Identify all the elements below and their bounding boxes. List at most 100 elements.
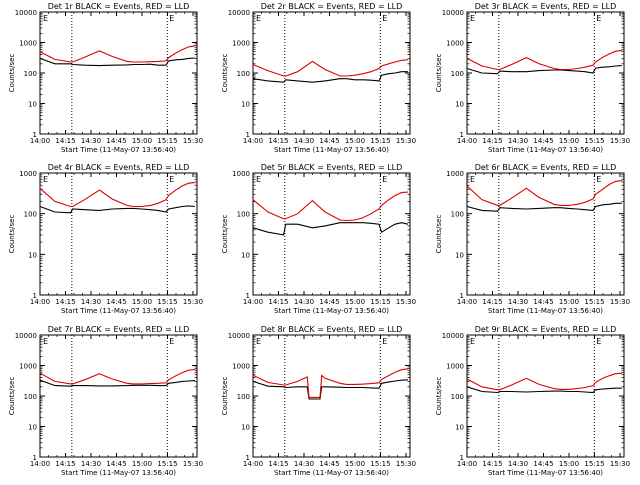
x-tick-label: 15:15 [157,460,177,468]
y-tick-label: 10 [28,424,37,432]
series-line-lld [39,182,195,208]
y-tick-label: 10 [241,101,250,109]
x-tick-label: 15:30 [396,460,416,468]
x-tick-label: 14:45 [533,460,553,468]
y-tick-label: 1000 [446,40,464,48]
plot-frame [466,334,625,458]
corner-marker-right: E [596,175,601,184]
corner-marker-left: E [256,175,261,184]
y-axis-label: Counts/sec [221,215,229,254]
x-tick-label: 14:00 [243,460,263,468]
x-tick-label: 14:15 [55,137,75,145]
y-tick-label: 1 [460,292,464,300]
y-tick-label: 100 [24,70,37,78]
series-line-events [466,386,622,394]
x-tick-label: 15:00 [345,137,365,145]
y-tick-label: 10 [455,251,464,259]
x-axis-label: Start Time (11-May-07 13:56:40) [488,146,603,154]
y-tick-label: 1000 [232,170,250,178]
x-axis-label: Start Time (11-May-07 13:56:40) [274,469,389,477]
x-tick-label: 15:15 [157,298,177,306]
x-tick-label: 15:30 [396,137,416,145]
x-axis-label: Start Time (11-May-07 13:56:40) [274,146,389,154]
x-tick-label: 15:00 [132,137,152,145]
chart-panel-8: Det 8r BLACK = Events, RED = LLD 1 10 100 10… [221,325,416,477]
y-tick-label: 10000 [228,332,250,340]
y-tick-label: 10000 [442,9,464,17]
y-tick-label: 10 [241,251,250,259]
y-tick-label: 1000 [19,170,37,178]
y-tick-label: 1 [33,292,37,300]
x-tick-label: 14:45 [319,298,339,306]
y-tick-label: 1000 [19,40,37,48]
x-tick-label: 14:00 [457,298,477,306]
chart-panel-6: Det 6r BLACK = Events, RED = LLD 1 10 100 10… [435,163,630,315]
x-axis-label: Start Time (11-May-07 13:56:40) [488,469,603,477]
x-tick-label: 15:00 [345,460,365,468]
y-tick-label: 1 [460,454,464,462]
y-tick-label: 100 [451,211,464,219]
y-tick-label: 1 [246,454,250,462]
x-tick-label: 14:30 [81,460,101,468]
x-tick-label: 14:15 [55,298,75,306]
x-axis-label: Start Time (11-May-07 13:56:40) [488,307,603,315]
series-line-lld [466,49,622,71]
x-tick-label: 14:30 [294,460,314,468]
chart-panel-3: Det 3r BLACK = Events, RED = LLD 1 10 100 10… [435,2,630,154]
y-tick-label: 1 [246,131,250,139]
x-tick-label: 14:45 [533,298,553,306]
x-tick-label: 14:30 [81,137,101,145]
y-tick-label: 1 [33,454,37,462]
y-tick-label: 1000 [232,40,250,48]
plot-frame [252,334,411,458]
series-line-lld [252,368,408,398]
x-tick-label: 15:00 [345,298,365,306]
corner-marker-left: E [470,337,475,346]
series-line-events [466,65,622,75]
x-axis-label: Start Time (11-May-07 13:56:40) [61,146,176,154]
chart-title: Det 7r BLACK = Events, RED = LLD [48,325,190,334]
chart-panel-9: Det 9r BLACK = Events, RED = LLD 1 10 100 10… [435,325,630,477]
x-tick-label: 14:15 [268,137,288,145]
chart-title: Det 4r BLACK = Events, RED = LLD [48,163,190,172]
plot-frame [466,172,625,296]
chart-title: Det 6r BLACK = Events, RED = LLD [475,163,617,172]
x-tick-label: 15:30 [610,460,630,468]
chart-title: Det 3r BLACK = Events, RED = LLD [475,2,617,11]
x-tick-label: 14:30 [81,298,101,306]
series-line-events [39,379,195,387]
x-tick-label: 15:30 [610,298,630,306]
x-tick-label: 14:15 [268,298,288,306]
y-axis-label: Counts/sec [435,54,443,93]
series-line-events [466,202,622,212]
y-tick-label: 10 [28,101,37,109]
series-line-lld [252,191,408,222]
series-line-lld [466,180,622,206]
corner-marker-left: E [43,337,48,346]
chart-title: Det 8r BLACK = Events, RED = LLD [261,325,403,334]
y-tick-label: 100 [237,70,250,78]
corner-marker-left: E [470,14,475,23]
x-axis-label: Start Time (11-May-07 13:56:40) [274,307,389,315]
x-tick-label: 14:45 [106,460,126,468]
x-tick-label: 15:30 [396,298,416,306]
chart-panel-7: Det 7r BLACK = Events, RED = LLD 1 10 100 10… [8,325,203,477]
y-axis-label: Counts/sec [8,54,16,93]
series-line-events [252,222,409,236]
y-tick-label: 1 [33,131,37,139]
x-tick-label: 15:30 [183,460,203,468]
x-tick-label: 14:15 [482,298,502,306]
series-line-lld [39,45,195,63]
x-tick-label: 14:00 [243,137,263,145]
chart-title: Det 2r BLACK = Events, RED = LLD [261,2,403,11]
y-tick-label: 1000 [232,363,250,371]
corner-marker-left: E [43,14,48,23]
y-axis-label: Counts/sec [8,215,16,254]
x-tick-label: 15:00 [559,298,579,306]
y-tick-label: 10 [455,424,464,432]
y-axis-label: Counts/sec [435,215,443,254]
y-axis-label: Counts/sec [8,377,16,416]
x-tick-label: 15:00 [559,137,579,145]
